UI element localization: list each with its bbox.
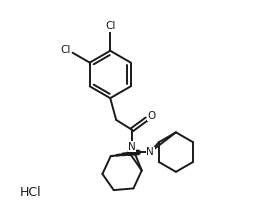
Text: Cl: Cl bbox=[61, 45, 71, 55]
Text: N: N bbox=[128, 142, 136, 152]
Text: HCl: HCl bbox=[19, 186, 41, 199]
Text: N: N bbox=[146, 147, 154, 157]
Text: O: O bbox=[148, 111, 156, 121]
Text: Cl: Cl bbox=[105, 21, 116, 31]
